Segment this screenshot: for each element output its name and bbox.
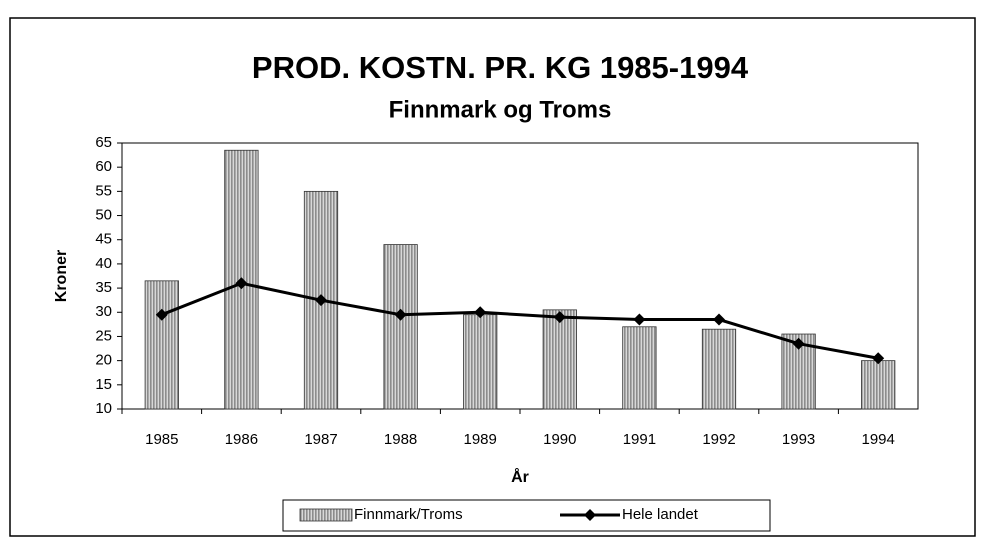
line-marker <box>315 294 327 307</box>
chart-frame <box>9 17 976 537</box>
y-tick-label: 15 <box>95 376 112 393</box>
y-tick-label: 45 <box>95 231 112 248</box>
bar <box>701 328 737 410</box>
line-marker <box>713 313 725 326</box>
bar <box>542 309 577 410</box>
y-axis-title: Kroner <box>53 250 70 302</box>
legend-box <box>282 499 771 532</box>
line <box>161 281 879 360</box>
legend-marker <box>584 509 596 521</box>
x-tick-label: 1986 <box>225 431 258 448</box>
bar <box>383 244 418 410</box>
line-marker <box>235 277 248 290</box>
x-tick-label: 1991 <box>623 431 656 448</box>
line-marker <box>872 352 885 365</box>
x-tick-label: 1990 <box>543 431 576 448</box>
y-tick-label: 65 <box>95 134 112 151</box>
line-marker <box>474 306 487 319</box>
x-axis-title: År <box>511 467 529 486</box>
x-tick-label: 1987 <box>304 431 337 448</box>
y-tick-label: 50 <box>95 207 112 224</box>
y-tick-label: 30 <box>95 303 112 320</box>
legend-label: Hele landet <box>622 506 699 523</box>
line-marker <box>633 313 646 326</box>
y-tick-label: 35 <box>95 279 112 296</box>
line-marker <box>394 308 407 321</box>
legend-swatch <box>299 508 353 522</box>
bar <box>144 280 179 410</box>
bar <box>463 314 498 410</box>
bar <box>861 360 896 410</box>
x-tick-label: 1985 <box>145 431 178 448</box>
x-tick-label: 1992 <box>702 431 735 448</box>
x-tick-label: 1994 <box>862 431 895 448</box>
y-tick-label: 10 <box>95 400 112 417</box>
line-marker <box>155 308 168 321</box>
x-tick-label: 1993 <box>782 431 815 448</box>
chart-title: PROD. KOSTN. PR. KG 1985-1994 <box>252 50 749 85</box>
y-tick-label: 55 <box>95 182 112 199</box>
legend-label: Finnmark/Troms <box>354 506 463 523</box>
line-marker <box>792 337 805 350</box>
y-tick-label: 20 <box>95 352 112 369</box>
x-tick-label: 1988 <box>384 431 417 448</box>
x-tick-label: 1989 <box>464 431 497 448</box>
bar <box>622 326 657 410</box>
y-tick-label: 25 <box>95 327 112 344</box>
line-marker <box>553 311 566 324</box>
y-tick-label: 40 <box>95 255 112 272</box>
chart-subtitle: Finnmark og Troms <box>389 96 612 123</box>
y-tick-label: 60 <box>95 158 112 175</box>
